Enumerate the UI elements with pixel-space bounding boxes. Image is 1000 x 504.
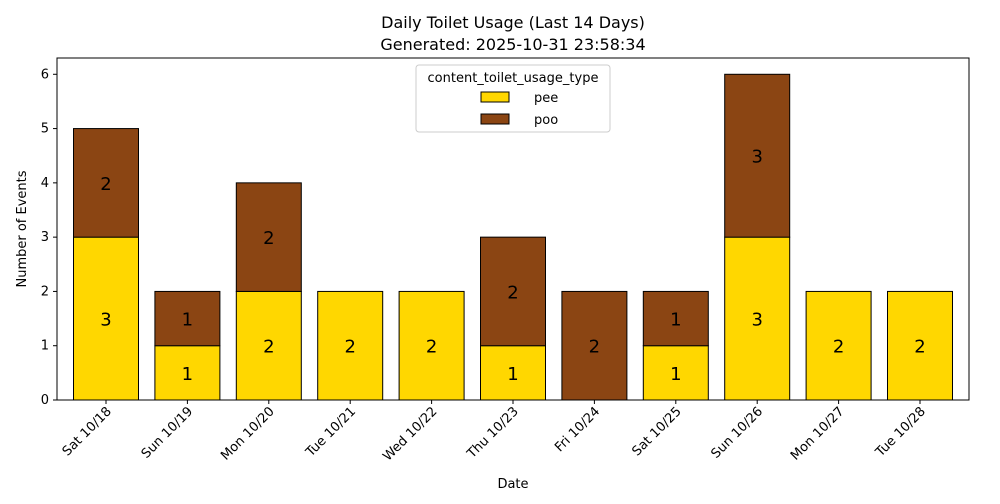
bar-pee-7 [642,345,709,401]
bar-label-pee-4: 2 [426,337,437,358]
bar-poo-6 [561,290,628,401]
x-tick-label: Mon 10/27 [788,404,847,463]
x-tick-label: Tue 10/21 [303,404,359,460]
legend: content_toilet_usage_type pee poo [415,64,611,133]
y-tick-label: 2 [41,284,49,299]
bar-label-pee-3: 2 [344,337,355,358]
x-tick-label: Sun 10/26 [709,404,767,462]
bar-poo-8 [724,73,791,238]
x-tick-label: Fri 10/24 [552,404,603,455]
y-tick-label: 3 [41,230,49,245]
x-axis-label: Date [497,477,528,492]
bar-label-pee-0: 3 [100,310,111,331]
bar-label-poo-5: 2 [507,282,518,303]
bar-label-poo-1: 1 [182,310,193,331]
bar-pee-5 [480,345,546,401]
bar-pee-0 [73,236,139,401]
bar-label-poo-0: 2 [100,174,111,195]
x-tick-label: Sun 10/19 [139,404,197,462]
bar-label-poo-8: 3 [751,147,762,168]
bar-pee-8 [724,236,791,401]
bar-label-pee-1: 1 [182,364,193,385]
bar-label-pee-8: 3 [751,310,762,331]
bar-label-pee-10: 2 [914,337,925,358]
y-ticks-group: 0 1 2 3 4 5 6 [41,67,57,408]
y-tick-label: 5 [41,122,49,137]
legend-label-poo: poo [534,113,558,128]
legend-swatch-pee [480,91,510,103]
bar-pee-9 [805,290,872,401]
y-tick-label: 6 [41,67,49,82]
bar-poo-1 [154,290,221,347]
x-tick-label: Thu 10/23 [464,404,522,462]
x-tick-label: Mon 10/20 [218,404,277,463]
legend-box [415,64,611,133]
bar-label-pee-9: 2 [833,337,844,358]
x-tick-label: Wed 10/22 [380,404,440,464]
x-ticks-group: Sat 10/18 Sun 10/19 Mon 10/20 Tue 10/21 Wed … [60,400,929,464]
bar-poo-5 [480,236,546,347]
bar-label-poo-6: 2 [589,337,600,358]
chart-title: Daily Toilet Usage (Last 14 Days) [381,13,645,32]
legend-title: content_toilet_usage_type [428,71,599,86]
x-tick-label: Sat 10/18 [60,404,115,459]
bar-pee-4 [398,290,465,401]
bar-label-pee-5: 1 [507,364,518,385]
x-tick-label: Sat 10/25 [630,404,685,459]
bar-label-pee-7: 1 [670,364,681,385]
bar-pee-3 [317,290,384,401]
bar-pee-10 [887,290,953,401]
y-tick-label: 0 [41,393,49,408]
y-axis-label: Number of Events [15,170,30,287]
bar-poo-7 [642,290,709,347]
legend-swatch-poo [480,113,510,125]
bar-poo-2 [235,182,302,292]
bar-label-poo-2: 2 [263,228,274,249]
chart-subtitle: Generated: 2025-10-31 23:58:34 [380,35,645,54]
bar-label-pee-2: 2 [263,337,274,358]
bar-label-poo-7: 1 [670,310,681,331]
y-tick-label: 1 [41,339,49,354]
y-tick-label: 4 [41,176,49,191]
legend-label-pee: pee [534,91,558,106]
bar-poo-0 [73,128,139,238]
x-tick-label: Tue 10/28 [872,404,928,460]
plot-frame [56,57,970,401]
